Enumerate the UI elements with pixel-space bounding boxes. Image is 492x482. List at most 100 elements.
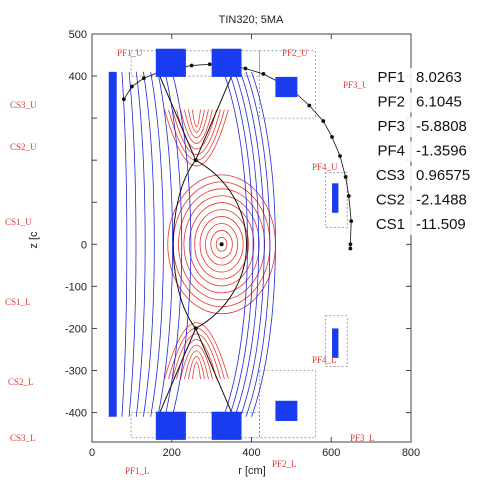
current-row-bg [366, 141, 486, 162]
private-flux-line [180, 109, 213, 144]
x-tick-label: 600 [322, 447, 340, 459]
y-tick-label: 400 [69, 71, 87, 83]
coil-label-pf1-l: PF1_L [125, 466, 150, 476]
y-tick-label: -400 [65, 408, 87, 420]
boundary-point [321, 119, 326, 123]
open-field-line [150, 71, 164, 417]
coil-pf2-u [211, 48, 242, 77]
y-axis-label: z [c [28, 231, 40, 249]
magnetic-axis-marker [219, 242, 224, 247]
private-flux-line [192, 361, 201, 379]
coil-label-cs3-u: CS3_U [10, 100, 37, 110]
current-name: PF4 [377, 143, 405, 160]
x-tick-label: 400 [242, 447, 260, 459]
coil-cs1-u [108, 71, 117, 417]
current-value: 6.1045 [416, 94, 462, 111]
open-field-line [234, 71, 260, 417]
open-field-line [164, 71, 183, 417]
open-field-line [239, 71, 265, 417]
boundary-point [129, 84, 134, 89]
open-field-line [223, 71, 248, 417]
current-row-bg [366, 190, 486, 211]
current-row-bg [366, 166, 486, 186]
open-field-line [251, 71, 276, 417]
private-flux-line [188, 109, 205, 133]
private-flux-line [184, 109, 209, 139]
coil-pf1-l [155, 411, 186, 440]
private-flux-line [164, 109, 229, 167]
boundary-point [349, 219, 354, 224]
current-row-bg [366, 92, 486, 113]
boundary-point [261, 72, 266, 76]
open-field-line [228, 71, 254, 417]
coil-pf4-l [332, 328, 339, 358]
coil-label-pf2-l: PF2_L [272, 459, 297, 469]
coil-label-pf4-l: PF4_L [312, 355, 337, 365]
private-flux-line [164, 322, 229, 380]
flux-surface [199, 216, 244, 273]
open-field-line [143, 71, 155, 417]
current-value: -2.1488 [416, 192, 467, 209]
x-tick-label: 0 [89, 447, 95, 459]
boundary-point [348, 246, 353, 251]
y-tick-label: -100 [65, 281, 87, 293]
boundary-point [348, 242, 353, 247]
flux-surface [215, 236, 228, 252]
current-name: CS1 [376, 216, 405, 233]
boundary-point [189, 63, 194, 68]
current-value: 0.96575 [416, 167, 470, 184]
private-flux-line [172, 333, 221, 380]
separatrix-leg [195, 75, 233, 161]
current-row-bg [366, 215, 486, 235]
coil-pf2-l [211, 411, 242, 440]
current-name: PF3 [377, 118, 405, 135]
flux-surface [183, 195, 260, 294]
coil-label-cs2-u: CS2_U [10, 142, 37, 152]
current-row-bg [366, 68, 486, 88]
current-value: -11.509 [416, 216, 466, 233]
coil-label-pf4-u: PF4_U [312, 162, 338, 172]
private-flux-line [180, 345, 213, 379]
open-field-line [128, 71, 137, 417]
y-tick-label: -200 [65, 323, 87, 335]
x-point-marker [193, 326, 198, 331]
private-flux-line [172, 109, 221, 156]
coil-label-cs3-l: CS3_L [10, 433, 36, 443]
coil-blocks [108, 48, 339, 440]
open-field-line [245, 71, 271, 417]
open-field-line [135, 71, 146, 417]
current-name: CS3 [376, 167, 405, 184]
open-field-lines [121, 71, 276, 417]
current-name: CS2 [376, 192, 405, 209]
coil-label-pf1-u: PF1_U [117, 48, 143, 58]
boundary-point [338, 154, 342, 158]
x-point-marker [193, 158, 198, 163]
boundary-point [243, 66, 248, 71]
chart-title: TIN320; 5MA [219, 14, 284, 26]
private-flux-line [184, 350, 209, 379]
coil-label-cs1-u: CS1_U [5, 217, 32, 227]
current-value: 8.0263 [416, 69, 462, 86]
coil-labels: PF1_U PF2_U PF3_U CS3_U CS2_U CS1_U CS1_L CS2_L… [5, 48, 375, 476]
axis-ticks: 0 200 400 600 800 500 400 0 -100 -200 -300 -400 [65, 29, 420, 459]
y-tick-label: -300 [65, 365, 87, 377]
coil-pf3-l [275, 400, 298, 421]
boundary-point [346, 194, 351, 198]
current-table: PF1 8.0263 PF2 6.1045 PF3 -5.8808 PF4 -1.3596 CS… [366, 68, 486, 235]
dashed-frame [324, 172, 348, 228]
flux-surface [194, 209, 249, 280]
coil-label-cs1-l: CS1_L [5, 297, 31, 307]
private-flux-line [188, 356, 205, 379]
coil-label-pf2-u: PF2_U [282, 48, 308, 58]
current-name: PF2 [377, 94, 405, 111]
separatrix-leg [159, 75, 197, 161]
coil-label-cs2-l: CS2_L [8, 377, 34, 387]
current-name: PF1 [377, 69, 405, 86]
boundary-point [307, 103, 312, 108]
open-field-line [157, 71, 173, 417]
coil-pf4-u [332, 183, 339, 213]
y-tick-label: 500 [69, 29, 87, 41]
separatrix-leg [159, 328, 197, 413]
current-value: -1.3596 [416, 143, 467, 160]
current-row-bg [366, 117, 486, 137]
